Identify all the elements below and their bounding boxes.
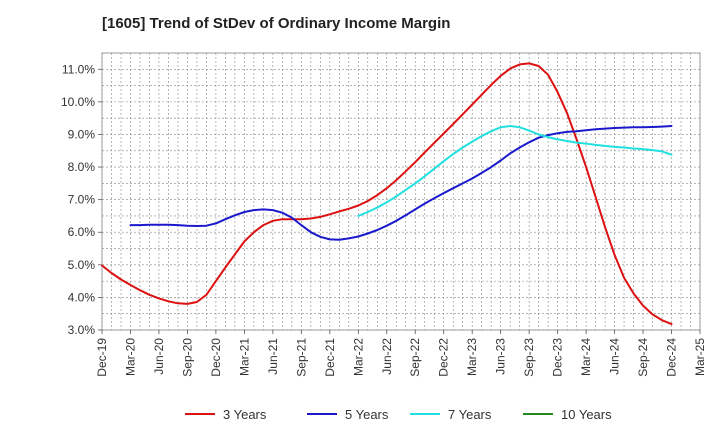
- x-tick-label: Jun-20: [152, 338, 166, 375]
- plot-area: [101, 52, 701, 331]
- x-tick-label: Dec-20: [209, 338, 223, 377]
- x-tick-label: Jun-23: [494, 338, 508, 375]
- x-tick-label: Sep-23: [522, 338, 536, 377]
- y-tick-label: 8.0%: [68, 160, 96, 174]
- x-tick-label: Dec-19: [95, 338, 109, 377]
- y-tick-label: 7.0%: [68, 193, 96, 207]
- y-axis: 3.0% 4.0% 5.0% 6.0% 7.0% 8.0% 9.0% 10.0% 11.0%: [61, 62, 102, 337]
- x-tick-label: Sep-21: [294, 338, 308, 377]
- x-tick-label: Sep-20: [180, 338, 194, 377]
- grid: [101, 52, 701, 331]
- y-tick-label: 10.0%: [61, 95, 95, 109]
- x-tick-label: Mar-23: [465, 338, 479, 376]
- legend-label: 3 Years: [223, 407, 267, 422]
- chart-title: [1605] Trend of StDev of Ordinary Income…: [102, 15, 450, 32]
- x-tick-label: Jun-22: [380, 338, 394, 375]
- x-tick-label: Jun-24: [608, 338, 622, 375]
- x-tick-label: Mar-24: [579, 338, 593, 376]
- y-tick-label: 4.0%: [68, 290, 96, 304]
- y-tick-label: 3.0%: [68, 323, 96, 337]
- y-tick-label: 11.0%: [62, 62, 95, 76]
- x-tick-label: Jun-21: [266, 338, 280, 375]
- x-tick-label: Mar-25: [693, 338, 707, 376]
- x-tick-label: Dec-22: [437, 338, 451, 377]
- series-layer: [101, 62, 673, 326]
- legend-label: 10 Years: [561, 407, 612, 422]
- legend: 3 Years 5 Years 7 Years 10 Years: [185, 407, 612, 422]
- y-tick-label: 6.0%: [68, 225, 96, 239]
- x-tick-label: Dec-21: [323, 338, 337, 377]
- x-tick-label: Mar-22: [351, 338, 365, 376]
- series-line-2: [129, 125, 673, 241]
- x-tick-label: Mar-21: [237, 338, 251, 376]
- x-tick-label: Dec-23: [551, 338, 565, 377]
- legend-label: 5 Years: [345, 407, 389, 422]
- x-axis: Dec-19 Mar-20 Jun-20 Sep-20 Dec-20 Mar-21 Jun-…: [95, 330, 707, 377]
- y-tick-label: 9.0%: [68, 127, 96, 141]
- series-line-1: [101, 62, 673, 326]
- x-tick-label: Sep-22: [408, 338, 422, 377]
- y-tick-label: 5.0%: [68, 258, 96, 272]
- x-tick-label: Sep-24: [636, 338, 650, 377]
- legend-label: 7 Years: [448, 407, 492, 422]
- x-tick-label: Mar-20: [123, 338, 137, 376]
- x-tick-label: Dec-24: [665, 338, 679, 377]
- series-line-3: [357, 125, 673, 217]
